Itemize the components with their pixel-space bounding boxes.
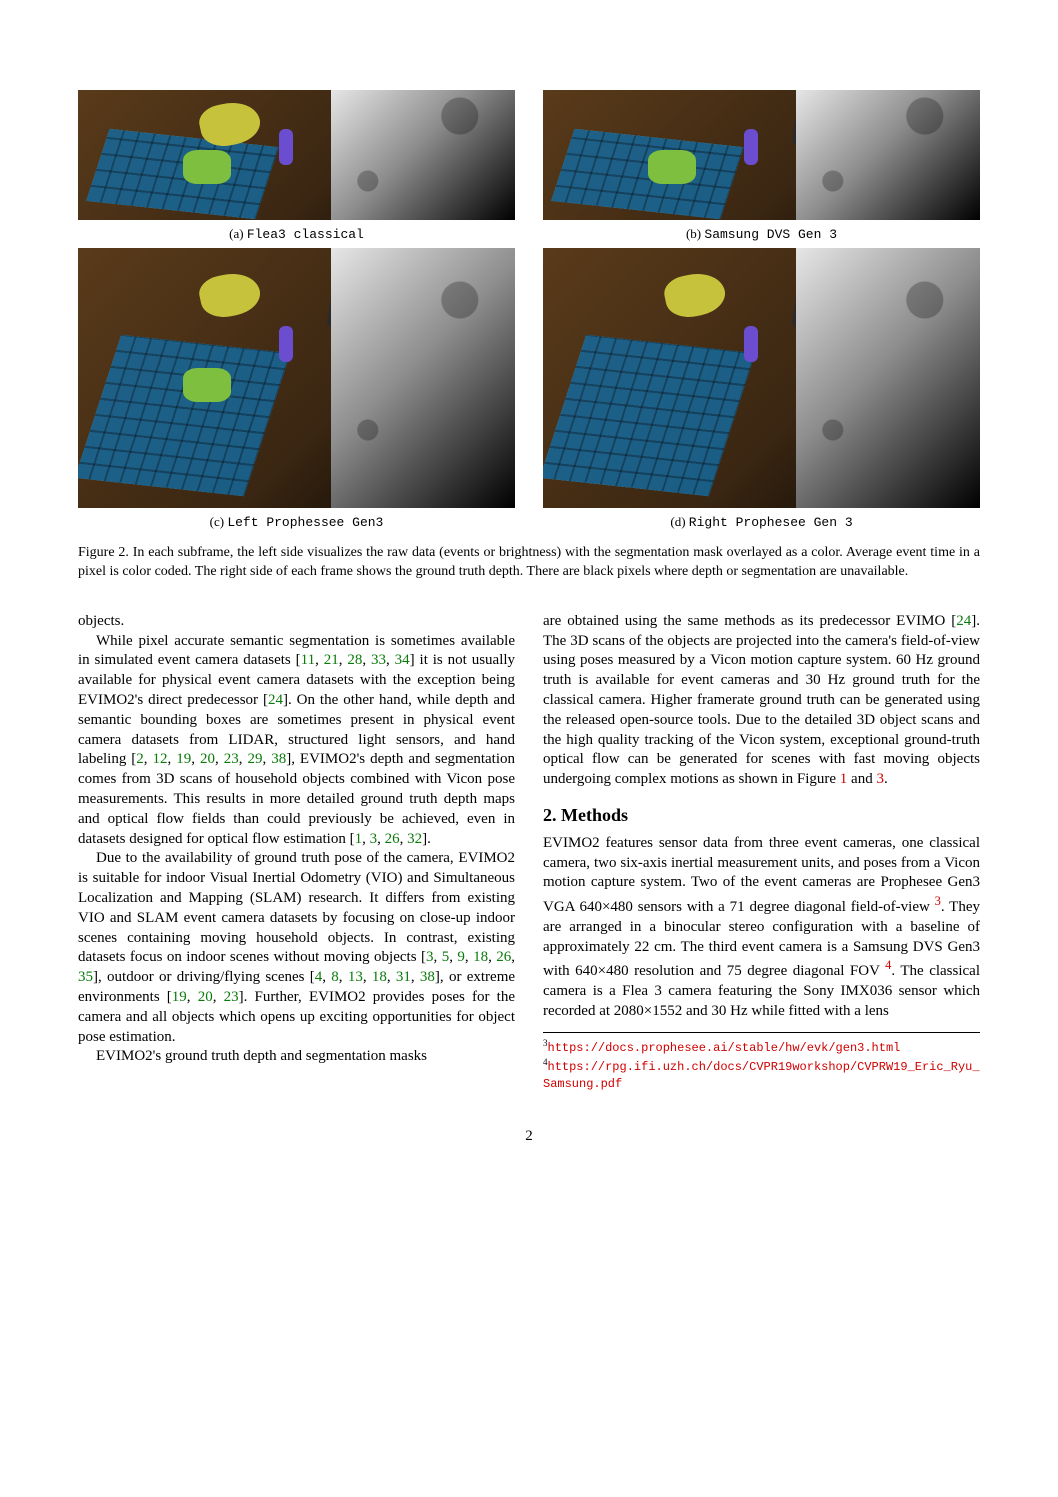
- subfigure-d: (d) Right Prophesee Gen 3: [543, 248, 980, 530]
- cite[interactable]: 26: [496, 949, 511, 965]
- para-seg: While pixel accurate semantic segmentati…: [78, 632, 515, 850]
- subfigure-c-image: [78, 248, 515, 508]
- cite[interactable]: 11: [301, 652, 315, 668]
- cite[interactable]: 35: [78, 969, 93, 985]
- subfigure-c-name: Left Prophessee Gen3: [227, 515, 383, 530]
- subfigure-d-caption: (d) Right Prophesee Gen 3: [670, 514, 852, 530]
- subfigure-b-image: [543, 90, 980, 220]
- subfigure-d-name: Right Prophesee Gen 3: [689, 515, 853, 530]
- cite[interactable]: 26: [385, 831, 400, 847]
- subfigure-b-caption: (b) Samsung DVS Gen 3: [686, 226, 837, 242]
- para-vio: Due to the availability of ground truth …: [78, 849, 515, 1047]
- footnote-4-link[interactable]: https://rpg.ifi.uzh.ch/docs/CVPR19worksh…: [543, 1060, 980, 1091]
- cite[interactable]: 19: [176, 751, 191, 767]
- subfigure-d-image: [543, 248, 980, 508]
- figure-ref[interactable]: 3: [876, 771, 884, 787]
- subfigure-a-caption: (a) Flea3 classical: [229, 226, 364, 242]
- cite[interactable]: 18: [473, 949, 488, 965]
- cite[interactable]: 31: [396, 969, 411, 985]
- footnote-3-link[interactable]: https://docs.prophesee.ai/stable/hw/evk/…: [548, 1041, 901, 1055]
- para-methods: EVIMO2 features sensor data from three e…: [543, 834, 980, 1022]
- cite[interactable]: 18: [372, 969, 387, 985]
- cite[interactable]: 33: [371, 652, 386, 668]
- figure-2-grid: (a) Flea3 classical (b) Samsung DVS Gen …: [78, 90, 980, 530]
- cite[interactable]: 32: [407, 831, 422, 847]
- cite[interactable]: 2: [136, 751, 144, 767]
- subfigure-b: (b) Samsung DVS Gen 3: [543, 90, 980, 242]
- cite[interactable]: 12: [153, 751, 168, 767]
- subfigure-b-label: (b): [686, 226, 701, 241]
- figure-2-caption: Figure 2. In each subframe, the left sid…: [78, 544, 980, 582]
- section-heading-methods: 2. Methods: [543, 804, 980, 828]
- subfigure-c-label: (c): [210, 514, 224, 529]
- cite[interactable]: 19: [172, 989, 187, 1005]
- para-gt-cont: are obtained using the same methods as i…: [543, 612, 980, 790]
- cite[interactable]: 8: [331, 969, 339, 985]
- cite[interactable]: 21: [324, 652, 339, 668]
- subfigure-b-name: Samsung DVS Gen 3: [704, 227, 837, 242]
- cite[interactable]: 29: [247, 751, 262, 767]
- cite[interactable]: 9: [457, 949, 465, 965]
- subfigure-c: (c) Left Prophessee Gen3: [78, 248, 515, 530]
- subfigure-a: (a) Flea3 classical: [78, 90, 515, 242]
- cite[interactable]: 24: [956, 613, 971, 629]
- para-gt-lead: EVIMO2's ground truth depth and segmenta…: [78, 1047, 515, 1067]
- cite[interactable]: 24: [268, 692, 283, 708]
- cite[interactable]: 38: [420, 969, 435, 985]
- page-number: 2: [78, 1128, 980, 1145]
- para-objects: objects.: [78, 612, 515, 632]
- subfigure-c-caption: (c) Left Prophessee Gen3: [210, 514, 384, 530]
- cite[interactable]: 23: [224, 751, 239, 767]
- body-columns: objects. While pixel accurate semantic s…: [78, 612, 980, 1093]
- footnote-4: 4https://rpg.ifi.uzh.ch/docs/CVPR19works…: [543, 1056, 980, 1092]
- cite[interactable]: 20: [200, 751, 215, 767]
- footnote-3: 3https://docs.prophesee.ai/stable/hw/evk…: [543, 1037, 980, 1056]
- cite[interactable]: 1: [355, 831, 363, 847]
- footnotes: 3https://docs.prophesee.ai/stable/hw/evk…: [543, 1032, 980, 1093]
- cite[interactable]: 3: [370, 831, 378, 847]
- cite[interactable]: 34: [395, 652, 410, 668]
- cite[interactable]: 20: [198, 989, 213, 1005]
- cite[interactable]: 13: [348, 969, 363, 985]
- subfigure-a-label: (a): [229, 226, 243, 241]
- subfigure-a-name: Flea3 classical: [247, 227, 364, 242]
- cite[interactable]: 23: [224, 989, 239, 1005]
- cite[interactable]: 38: [271, 751, 286, 767]
- subfigure-d-label: (d): [670, 514, 685, 529]
- subfigure-a-image: [78, 90, 515, 220]
- cite[interactable]: 28: [347, 652, 362, 668]
